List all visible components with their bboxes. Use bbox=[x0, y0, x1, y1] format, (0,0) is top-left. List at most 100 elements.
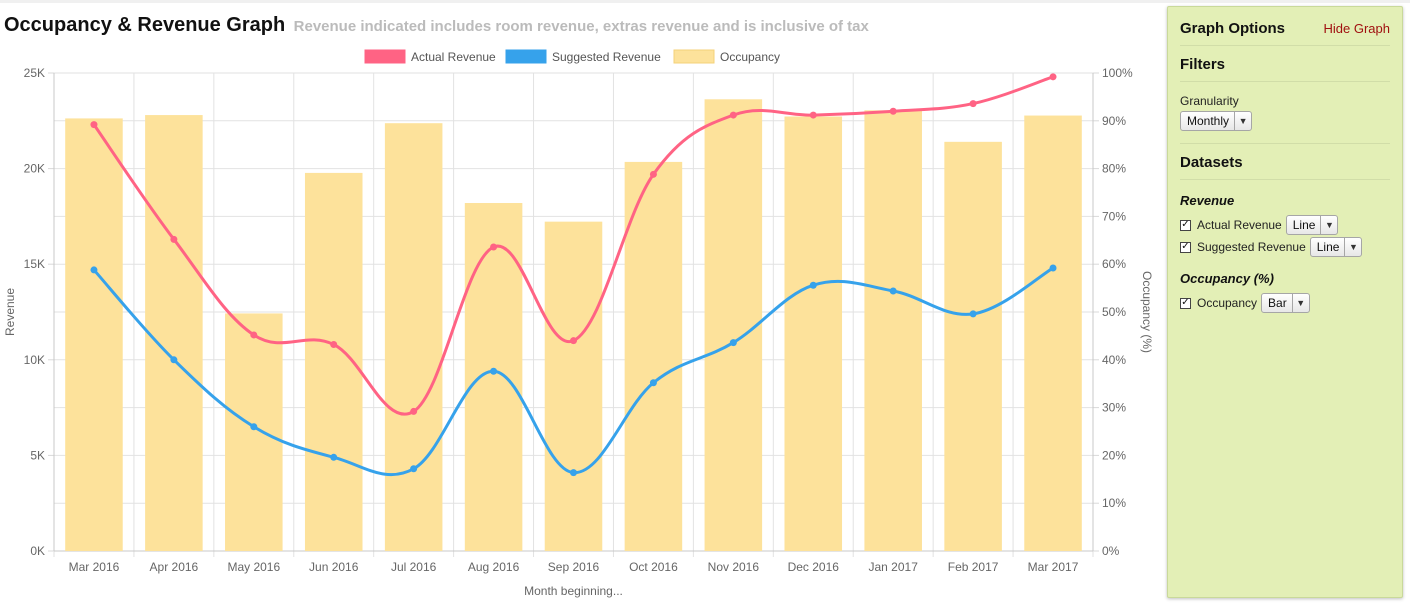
occupancy-type-value: Bar bbox=[1268, 296, 1287, 310]
suggested-revenue-row: ✓ Suggested Revenue Line ▼ bbox=[1180, 236, 1390, 258]
y2-tick-label: 10% bbox=[1102, 496, 1126, 510]
suggested-revenue-point bbox=[250, 423, 258, 431]
suggested-revenue-point bbox=[969, 310, 977, 318]
y2-tick-label: 50% bbox=[1102, 305, 1126, 319]
y-tick-label: 5K bbox=[30, 448, 45, 462]
granularity-label: Granularity bbox=[1180, 94, 1239, 108]
occupancy-bar bbox=[544, 221, 603, 551]
actual-revenue-point bbox=[649, 170, 657, 178]
granularity-row: Monthly ▼ bbox=[1180, 111, 1390, 144]
suggested-revenue-point bbox=[330, 453, 338, 461]
suggested-revenue-label: Suggested Revenue bbox=[1197, 240, 1306, 254]
occupancy-bar bbox=[864, 110, 922, 551]
y-tick-label: 25K bbox=[24, 66, 45, 80]
y2-tick-label: 70% bbox=[1102, 209, 1126, 223]
legend-label-occupancy: Occupancy bbox=[720, 50, 780, 64]
occupancy-bar bbox=[784, 116, 843, 552]
suggested-revenue-point bbox=[410, 465, 418, 473]
actual-revenue-point bbox=[90, 121, 98, 129]
actual-revenue-point bbox=[330, 341, 338, 349]
occupancy-bar bbox=[464, 203, 523, 552]
chevron-down-icon: ▼ bbox=[1291, 294, 1309, 312]
chevron-down-icon: ▼ bbox=[1234, 112, 1251, 130]
y2-tick-label: 100% bbox=[1102, 66, 1133, 80]
x-tick-label: Dec 2016 bbox=[788, 560, 840, 574]
suggested-revenue-point bbox=[889, 287, 897, 295]
x-tick-label: Mar 2016 bbox=[69, 560, 120, 574]
y-tick-label: 0K bbox=[30, 544, 45, 558]
actual-revenue-point bbox=[570, 337, 577, 345]
actual-revenue-point bbox=[250, 331, 258, 339]
x-tick-label: Jun 2016 bbox=[309, 560, 359, 574]
occupancy-bar bbox=[145, 115, 203, 552]
legend-label-actual-revenue: Actual Revenue bbox=[411, 50, 496, 64]
suggested-revenue-point bbox=[570, 469, 577, 477]
actual-revenue-point bbox=[410, 407, 418, 415]
graph-options-title: Graph Options bbox=[1180, 20, 1285, 37]
y2-tick-label: 20% bbox=[1102, 448, 1126, 462]
actual-revenue-checkbox[interactable]: ✓ bbox=[1180, 219, 1191, 231]
occupancy-bar bbox=[1024, 115, 1082, 552]
y2-tick-label: 90% bbox=[1102, 114, 1126, 128]
y-tick-label: 10K bbox=[24, 353, 45, 367]
granularity-select[interactable]: Monthly ▼ bbox=[1180, 111, 1253, 131]
chevron-down-icon: ▼ bbox=[1320, 216, 1337, 234]
suggested-revenue-point bbox=[809, 281, 817, 289]
actual-revenue-point bbox=[1049, 73, 1057, 81]
y-tick-label: 15K bbox=[24, 257, 45, 271]
actual-revenue-type-select[interactable]: Line ▼ bbox=[1285, 215, 1339, 235]
actual-revenue-row: ✓ Actual Revenue Line ▼ bbox=[1180, 214, 1390, 236]
datasets-title: Datasets bbox=[1180, 144, 1390, 180]
occupancy-label: Occupancy bbox=[1197, 296, 1258, 310]
filters-title: Filters bbox=[1180, 46, 1390, 82]
x-tick-label: Oct 2016 bbox=[629, 560, 678, 574]
y2-axis-title: Occupancy (%) bbox=[1140, 271, 1154, 353]
occupancy-group-title: Occupancy (%) bbox=[1180, 271, 1274, 286]
x-tick-label: Nov 2016 bbox=[708, 560, 760, 574]
y-tick-label: 20K bbox=[24, 162, 45, 176]
legend-swatch-actual-revenue bbox=[364, 49, 406, 64]
graph-options-panel: Graph Options Hide Graph Filters Granula… bbox=[1167, 6, 1403, 598]
y2-tick-label: 40% bbox=[1102, 353, 1126, 367]
suggested-revenue-point bbox=[729, 339, 737, 347]
top-rule bbox=[0, 0, 1410, 3]
x-tick-label: Feb 2017 bbox=[948, 560, 999, 574]
suggested-revenue-type-value: Line bbox=[1316, 240, 1340, 254]
page-heading: Occupancy & Revenue Graph Revenue indica… bbox=[4, 14, 869, 37]
occupancy-bar bbox=[225, 313, 283, 551]
suggested-revenue-type-select[interactable]: Line ▼ bbox=[1309, 237, 1363, 257]
actual-revenue-type-value: Line bbox=[1292, 218, 1316, 232]
legend-swatch-suggested-revenue bbox=[505, 49, 547, 64]
suggested-revenue-point bbox=[90, 266, 98, 274]
actual-revenue-point bbox=[170, 235, 178, 243]
occupancy-row: ✓ Occupancy Bar ▼ bbox=[1180, 292, 1390, 314]
actual-revenue-point bbox=[490, 243, 498, 251]
suggested-revenue-point bbox=[1049, 264, 1057, 272]
occupancy-checkbox[interactable]: ✓ bbox=[1180, 297, 1191, 309]
y2-tick-label: 0% bbox=[1102, 544, 1120, 558]
occupancy-type-select[interactable]: Bar ▼ bbox=[1261, 293, 1310, 313]
occupancy-bar bbox=[944, 141, 1002, 551]
occupancy-revenue-chart: 0% 10% 20% 30% 40% 50% 60% 70% 80% 90% 100% 0K 5K 10K… bbox=[3, 49, 1154, 598]
legend-swatch-occupancy bbox=[673, 49, 715, 64]
actual-revenue-point bbox=[809, 111, 817, 119]
x-tick-label: Apr 2016 bbox=[150, 560, 199, 574]
occupancy-bar bbox=[624, 161, 683, 551]
page-subtitle: Revenue indicated includes room revenue,… bbox=[293, 18, 869, 35]
y-axis-title: Revenue bbox=[3, 288, 17, 336]
actual-revenue-point bbox=[969, 100, 977, 108]
suggested-revenue-point bbox=[170, 356, 178, 364]
suggested-revenue-point bbox=[649, 379, 657, 387]
actual-revenue-point bbox=[889, 107, 897, 115]
x-tick-label: Mar 2017 bbox=[1028, 560, 1079, 574]
occupancy-bar bbox=[65, 118, 123, 551]
y2-tick-label: 80% bbox=[1102, 162, 1126, 176]
page-title: Occupancy & Revenue Graph bbox=[4, 14, 286, 36]
suggested-revenue-checkbox[interactable]: ✓ bbox=[1180, 241, 1191, 253]
hide-graph-link[interactable]: Hide Graph bbox=[1323, 21, 1390, 36]
x-tick-label: Jul 2016 bbox=[391, 560, 437, 574]
x-tick-label: Sep 2016 bbox=[548, 560, 600, 574]
y2-tick-label: 60% bbox=[1102, 257, 1126, 271]
chevron-down-icon: ▼ bbox=[1344, 238, 1361, 256]
x-tick-label: Jan 2017 bbox=[868, 560, 918, 574]
